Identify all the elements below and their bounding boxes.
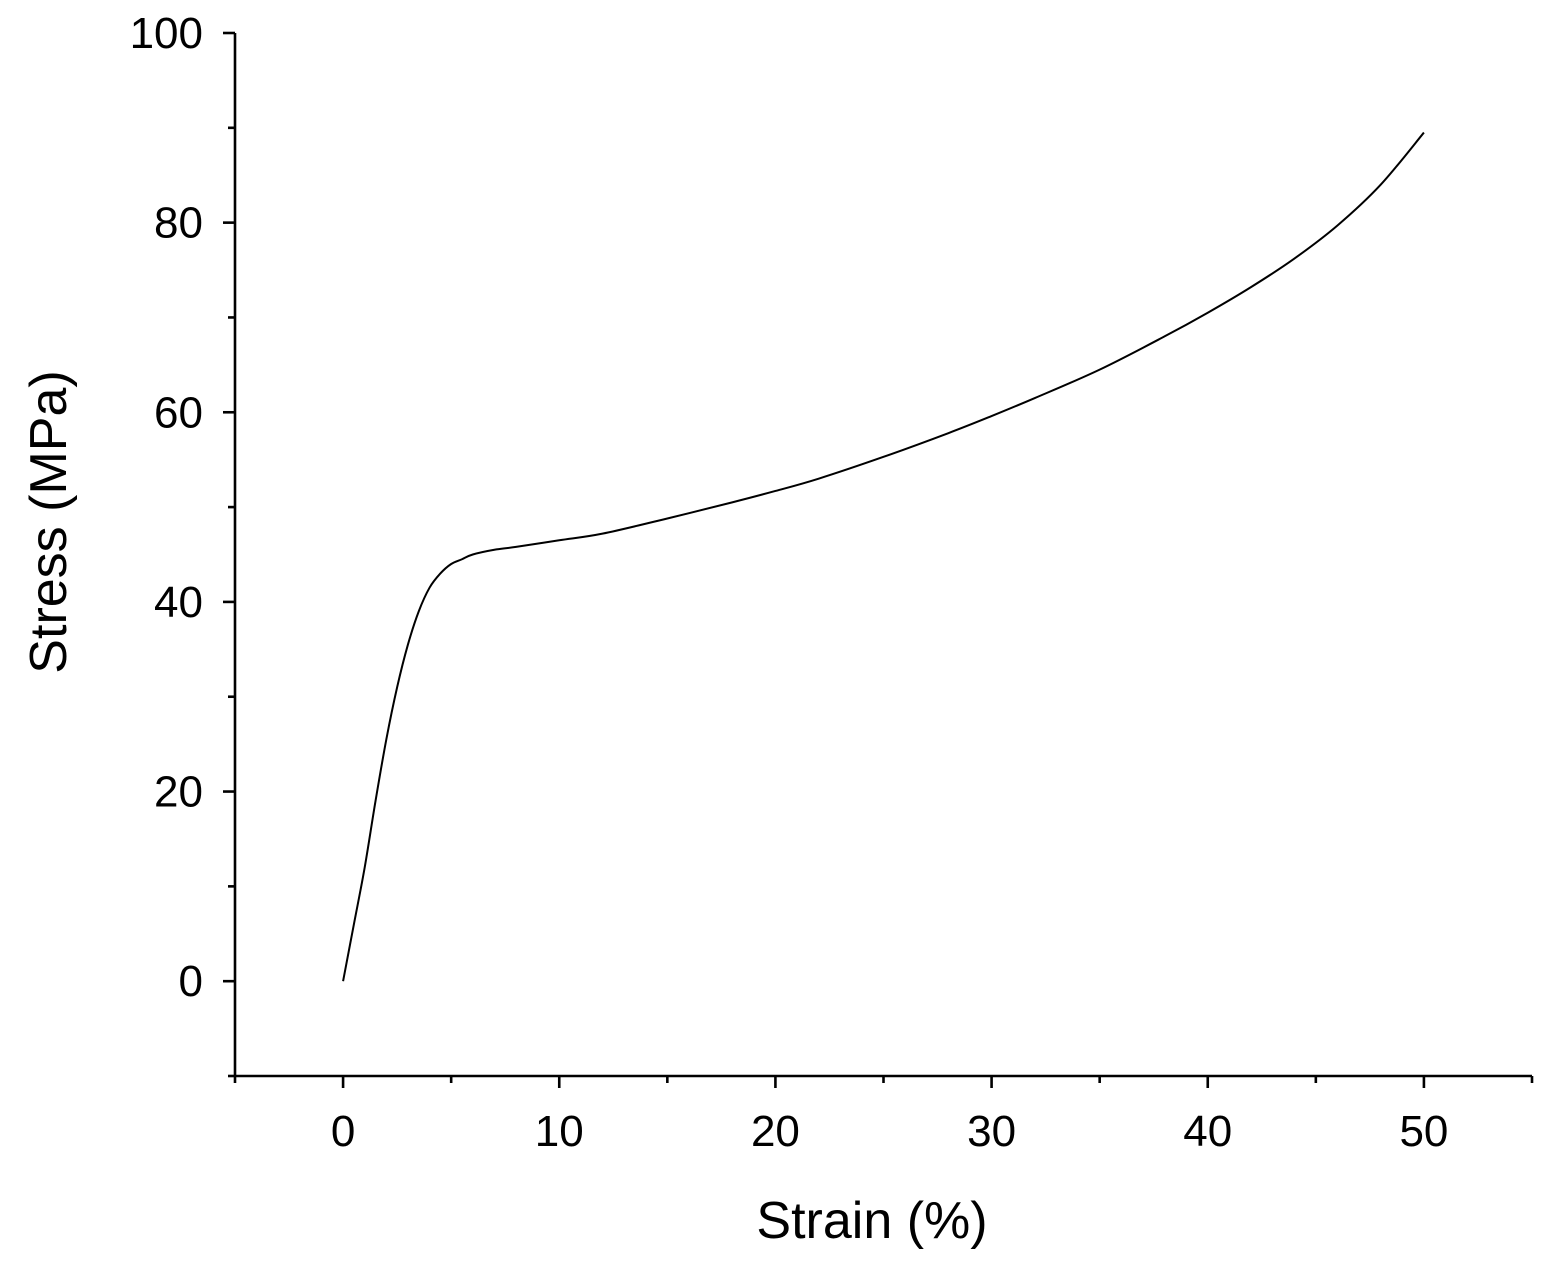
x-tick-label: 40 (1183, 1107, 1232, 1156)
y-tick-label: 100 (130, 9, 203, 58)
y-tick-label: 80 (154, 199, 203, 248)
y-axis-title: Stress (MPa) (20, 370, 78, 673)
x-tick-label: 10 (535, 1107, 584, 1156)
x-tick-label: 0 (331, 1107, 355, 1156)
y-tick-label: 40 (154, 578, 203, 627)
x-tick-label: 50 (1399, 1107, 1448, 1156)
y-tick-label: 20 (154, 768, 203, 817)
axes (233, 33, 1532, 1078)
x-axis-tick-labels: 0 10 20 30 40 50 (331, 1107, 1449, 1156)
y-tick-label: 0 (179, 957, 203, 1006)
y-tick-label: 60 (154, 388, 203, 437)
x-tick-label: 20 (751, 1107, 800, 1156)
x-axis-ticks (233, 1076, 1534, 1088)
x-tick-label: 30 (967, 1107, 1016, 1156)
y-axis-tick-labels: 0 20 40 60 80 100 (130, 9, 203, 1006)
x-axis-title: Strain (%) (756, 1192, 987, 1250)
y-axis-ticks (223, 31, 235, 1078)
stress-strain-curve (342, 131, 1425, 982)
